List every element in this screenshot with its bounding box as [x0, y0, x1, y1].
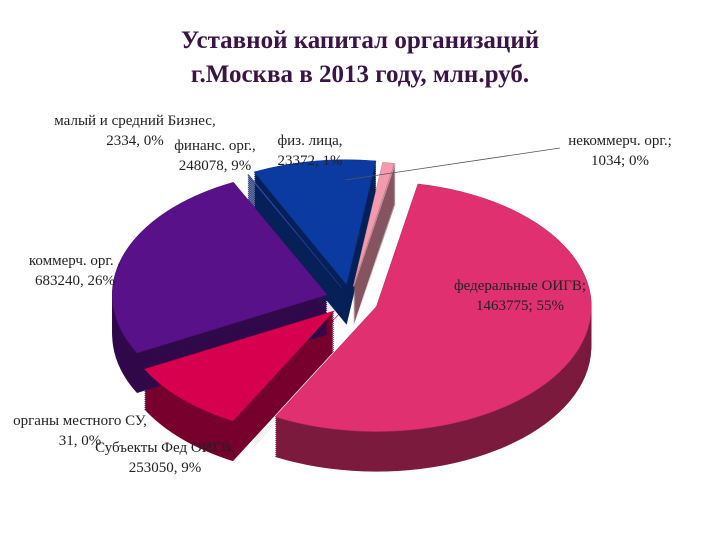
pie-slice — [247, 174, 342, 288]
slice-side — [353, 190, 395, 315]
label-name: Субъекты Фед ОИГВ, — [95, 440, 235, 456]
label-value: 2334, — [106, 133, 140, 149]
label-value: 23372, — [278, 153, 319, 169]
pie-slice — [353, 163, 396, 287]
data-label: некоммерч. орг.; 1034; 0% — [568, 133, 672, 169]
label-name: финанс. орг., — [174, 138, 256, 154]
slice-side — [353, 192, 395, 317]
slice-side — [353, 174, 395, 299]
slice-side — [353, 182, 395, 307]
data-labels: некоммерч. орг.; 1034; 0% федеральные ОИГВ… — [13, 113, 672, 476]
leader-line — [344, 147, 561, 181]
label-percent: 9% — [231, 158, 251, 174]
label-name: коммерч. орг. , — [29, 253, 121, 269]
pie-slice — [353, 162, 395, 287]
chart-title: Уставной капитал организаций — [181, 27, 539, 54]
label-percent: 0% — [144, 133, 164, 149]
pie-slice — [238, 312, 341, 423]
pie-slice — [253, 159, 377, 286]
pie-slice — [274, 183, 592, 432]
label-value: 31, — [59, 433, 78, 449]
slice-side — [353, 198, 395, 323]
chart-title: г.Москва в 2013 году, млн.руб. — [191, 61, 529, 88]
label-percent: 9% — [181, 460, 201, 476]
label-name: федеральные ОИГВ; — [454, 278, 586, 294]
slice-side — [353, 176, 395, 301]
label-name: малый и средний Бизнес, — [54, 113, 215, 129]
slice-side — [353, 170, 395, 295]
pie-slice — [111, 181, 328, 354]
slice-side — [353, 180, 395, 305]
data-label: коммерч. орг. , 683240, 26% — [29, 253, 121, 289]
pie-slice — [143, 310, 336, 422]
slice-side — [353, 184, 395, 309]
label-value: 683240, — [35, 273, 84, 289]
data-label: органы местного СУ, 31, 0% — [13, 413, 147, 449]
slice-side — [353, 172, 395, 297]
data-label: физ. лица, 23372, 1% — [277, 133, 342, 169]
slice-side — [353, 168, 395, 293]
label-value: 248078, — [179, 158, 228, 174]
data-label: финанс. орг., 248078, 9% — [174, 138, 256, 174]
label-value: 253050, — [129, 460, 178, 476]
label-value: 1034; — [591, 153, 625, 169]
label-value: 1463775; — [476, 298, 533, 314]
label-percent: 26% — [88, 273, 116, 289]
data-label: малый и средний Бизнес, 2334, 0% — [54, 113, 215, 149]
slice-side — [353, 194, 395, 319]
slice-side — [353, 203, 396, 327]
label-percent: 55% — [536, 298, 564, 314]
pie-tops — [111, 159, 592, 432]
label-percent: 0% — [81, 433, 101, 449]
data-label: Субъекты Фед ОИГВ, 253050, 9% — [95, 440, 235, 476]
slice-side — [353, 178, 395, 303]
slice-side — [353, 202, 395, 327]
slice-side — [353, 188, 395, 313]
label-percent: 1% — [323, 153, 343, 169]
slice-side — [353, 200, 395, 325]
data-label: федеральные ОИГВ; 1463775; 55% — [454, 278, 586, 314]
slice-side — [353, 186, 395, 311]
slice-side — [239, 344, 341, 455]
label-name: физ. лица, — [277, 133, 342, 149]
label-name: органы местного СУ, — [13, 413, 147, 429]
slice-side — [353, 201, 396, 325]
slice-side — [353, 196, 395, 321]
label-name: некоммерч. орг.; — [568, 133, 672, 149]
label-percent: 0% — [629, 153, 649, 169]
